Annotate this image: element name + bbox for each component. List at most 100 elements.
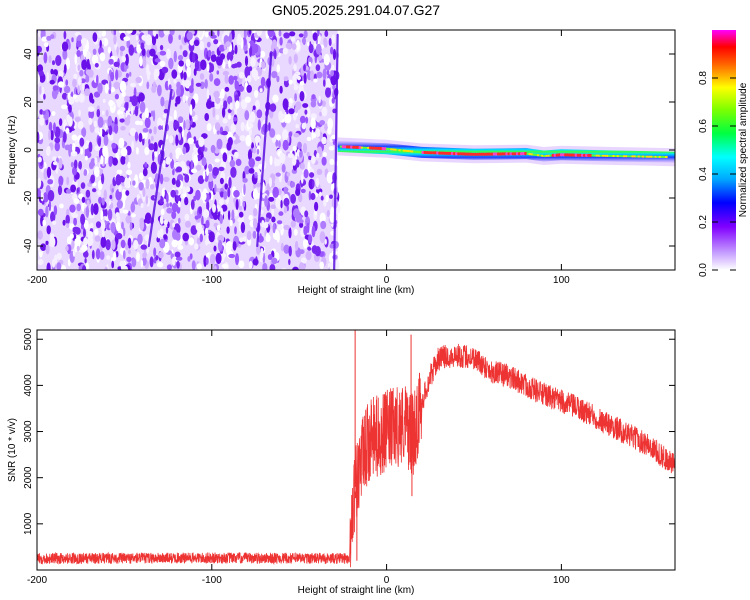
noise-blob (325, 78, 331, 90)
noise-blob (134, 105, 139, 117)
noise-blob (319, 111, 322, 117)
noise-blob (65, 214, 70, 225)
noise-blob (321, 156, 327, 166)
noise-blob (194, 243, 199, 250)
signal-core-cell (467, 152, 471, 156)
snr-x-tick-label-0: -200 (27, 575, 47, 586)
signal-core-cell (373, 146, 377, 150)
noise-blob (173, 120, 180, 130)
noise-blob (125, 190, 130, 196)
noise-blob (81, 37, 87, 46)
noise-blob (148, 128, 152, 134)
noise-blob (252, 188, 259, 200)
noise-blob (140, 203, 144, 209)
noise-blob (291, 43, 297, 50)
signal-core-cell (507, 152, 511, 156)
noise-blob (135, 76, 142, 84)
noise-blob (166, 202, 170, 208)
noise-blob (125, 157, 129, 165)
noise-blob (168, 135, 174, 144)
noise-blob (152, 30, 157, 37)
noise-blob (99, 251, 105, 260)
noise-blob (253, 207, 258, 217)
noise-blob (269, 155, 273, 166)
signal-core-cell (641, 155, 645, 158)
noise-blob (46, 225, 51, 235)
noise-blob (282, 98, 289, 111)
noise-blob (85, 140, 90, 146)
noise-blob (119, 118, 125, 123)
noise-blob (269, 128, 276, 138)
noise-blob (281, 267, 287, 270)
noise-blob (134, 131, 139, 142)
noise-blob (319, 212, 326, 224)
noise-blob (113, 61, 120, 67)
noise-blob (288, 227, 292, 239)
noise-blob (159, 173, 164, 185)
spectrogram-y-tick-label-1: -20 (23, 190, 34, 205)
noise-blob (48, 200, 52, 212)
noise-blob (252, 218, 258, 230)
noise-blob (235, 100, 240, 109)
noise-blob (248, 168, 255, 174)
noise-blob (187, 256, 191, 262)
noise-blob (63, 30, 67, 40)
noise-blob (52, 60, 55, 66)
noise-blob (81, 244, 88, 252)
noise-blob (186, 31, 193, 41)
noise-blob (77, 34, 82, 41)
noise-blob (37, 45, 42, 53)
noise-blob (106, 255, 111, 260)
noise-blob (163, 234, 168, 240)
signal-core-cell (476, 152, 479, 156)
signal-core-cell (452, 152, 456, 156)
signal-core-cell (446, 151, 450, 155)
signal-core-cell (576, 153, 580, 157)
noise-blob (329, 194, 333, 199)
noise-blob (116, 200, 123, 209)
signal-core-cell (461, 152, 465, 156)
signal-core-cell (606, 154, 609, 157)
noise-blob (135, 147, 139, 155)
noise-blob (142, 127, 149, 133)
noise-blob (129, 221, 133, 231)
noise-blob (197, 175, 205, 185)
noise-blob (177, 200, 181, 208)
noise-blob (326, 210, 330, 218)
signal-core-cell (345, 145, 349, 149)
noise-blob (127, 114, 131, 120)
noise-blob (116, 46, 119, 56)
noise-blob (120, 125, 126, 131)
signal-core-cell (505, 152, 509, 156)
noise-blob (162, 119, 165, 132)
noise-blob (102, 146, 107, 157)
noise-blob (199, 81, 205, 90)
noise-blob (231, 209, 235, 221)
noise-blob (261, 200, 265, 208)
noise-blob (304, 109, 308, 115)
noise-blob (291, 156, 297, 166)
noise-blob (159, 44, 164, 51)
noise-blob (71, 240, 75, 250)
noise-blob (153, 247, 157, 257)
noise-blob (213, 90, 220, 98)
noise-blob (79, 137, 85, 147)
noise-blob (310, 192, 316, 201)
noise-blob (252, 258, 259, 266)
noise-blob (43, 168, 48, 180)
noise-blob (317, 30, 320, 37)
noise-blob (158, 30, 165, 38)
noise-blob (101, 30, 107, 37)
noise-blob (94, 235, 101, 242)
spectrogram-y-tick-label-0: -40 (23, 238, 34, 253)
noise-blob (197, 30, 204, 38)
noise-blob (171, 239, 179, 248)
noise-blob (52, 85, 59, 92)
noise-blob (145, 178, 150, 190)
noise-blob (213, 265, 217, 270)
noise-blob (323, 53, 330, 66)
noise-blob (267, 30, 274, 38)
noise-blob (37, 73, 41, 85)
noise-blob (161, 188, 165, 198)
snr-y-tick-label-2: 3000 (23, 420, 34, 443)
